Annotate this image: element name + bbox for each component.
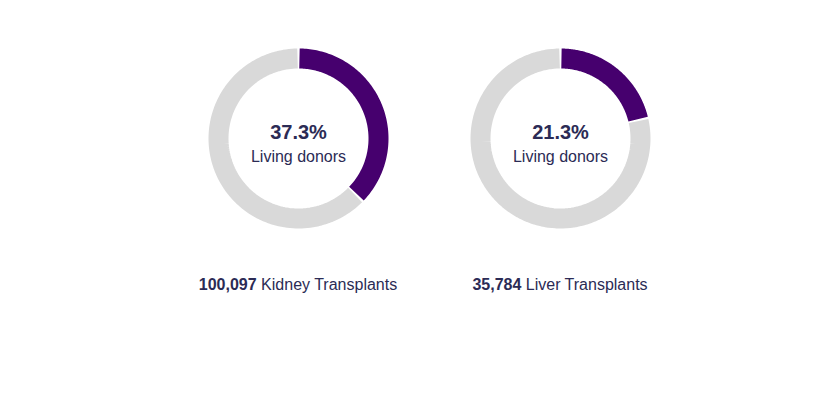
svg-text:Living donors: Living donors bbox=[513, 148, 608, 165]
svg-text:Living donors: Living donors bbox=[251, 148, 346, 165]
html-text:35,784 Liver Transplants: 35,784 Liver Transplants bbox=[472, 276, 648, 293]
svg-text:21.3%: 21.3% bbox=[532, 121, 589, 143]
svg-text:37.3%: 37.3% bbox=[270, 121, 327, 143]
html-text:100,097 Kidney Transplants: 100,097 Kidney Transplants bbox=[198, 276, 398, 293]
